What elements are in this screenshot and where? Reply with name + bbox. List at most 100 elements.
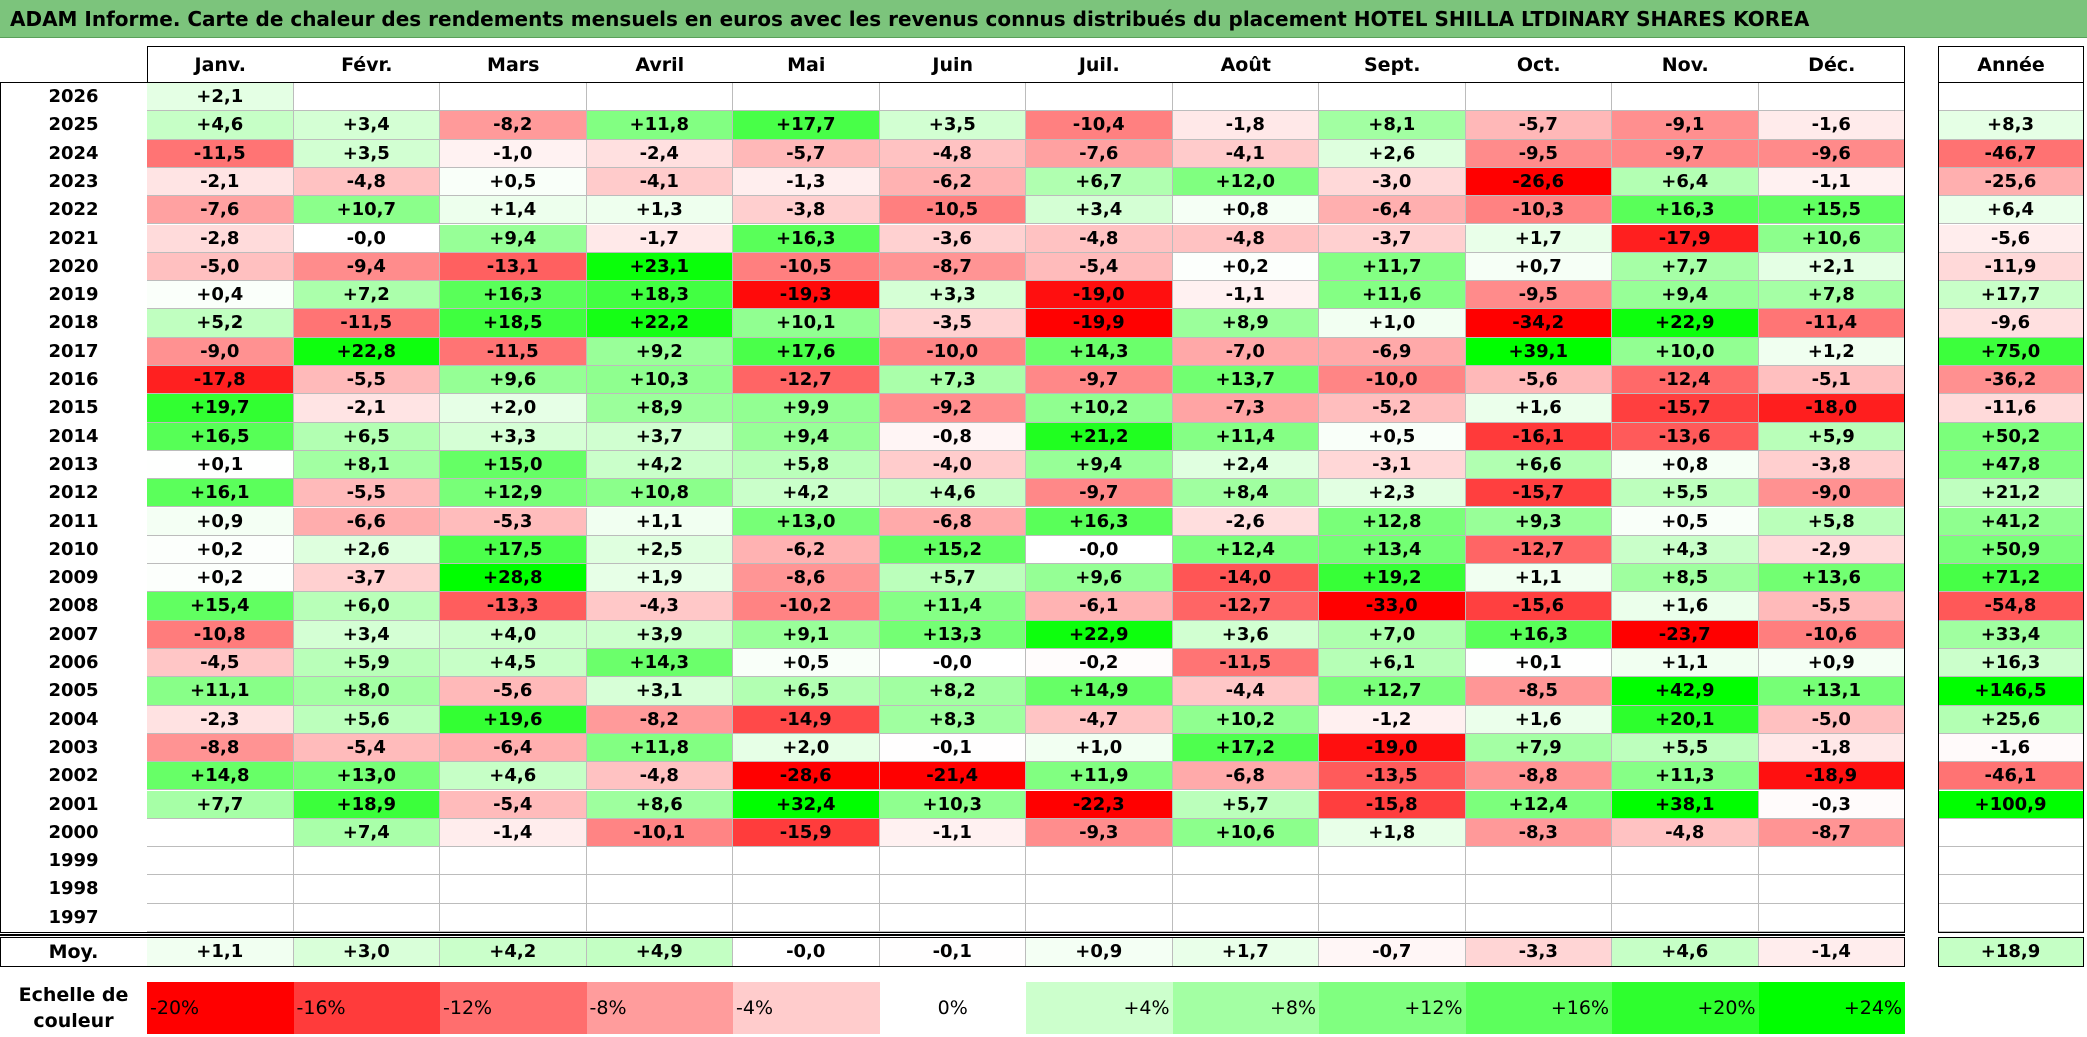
heatmap-cell: +6,7 (1026, 167, 1173, 197)
average-cell: -0,7 (1319, 937, 1466, 967)
annual-cell: -46,1 (1938, 762, 2084, 791)
heatmap-cell: +2,3 (1319, 479, 1466, 508)
heatmap-cell: +6,0 (293, 592, 440, 621)
month-header: Mai (733, 48, 880, 82)
year-label: 2018 (0, 309, 147, 338)
heatmap-cell: +11,3 (1612, 762, 1759, 791)
color-scale-swatch: +8% (1172, 982, 1319, 1034)
month-header: Nov. (1612, 48, 1759, 82)
heatmap-cell: +38,1 (1612, 790, 1759, 819)
heatmap-cell: -8,2 (586, 705, 733, 734)
heatmap-cell: +0,2 (147, 535, 294, 565)
heatmap-cell: -1,8 (1758, 733, 1905, 763)
heatmap-cell (733, 847, 880, 876)
average-cell: +1,7 (1172, 937, 1319, 967)
heatmap-cell (1612, 903, 1759, 932)
color-scale-swatch: +24% (1758, 982, 1905, 1034)
heatmap-cell: +3,4 (1026, 196, 1173, 225)
heatmap-cell: +1,1 (586, 507, 733, 536)
heatmap-cell (1026, 83, 1173, 112)
heatmap-cell: +12,0 (1172, 167, 1319, 197)
heatmap-cell (1172, 875, 1319, 904)
heatmap-cell: +3,4 (293, 620, 440, 649)
heatmap-cell: -10,0 (879, 337, 1026, 366)
color-scale-swatch: 0% (879, 982, 1026, 1034)
average-cell: -3,3 (1465, 937, 1612, 967)
heatmap-cell: +8,1 (293, 450, 440, 480)
heatmap-cell: +8,9 (586, 394, 733, 423)
month-header: Sept. (1319, 48, 1466, 82)
heatmap-cell: -19,3 (733, 281, 880, 310)
heatmap-cell: +9,4 (440, 224, 587, 253)
heatmap-cell: +10,8 (586, 479, 733, 508)
heatmap-cell: -9,4 (293, 252, 440, 282)
heatmap-cell: -2,4 (586, 139, 733, 168)
heatmap-cell: -10,4 (1026, 111, 1173, 140)
heatmap-cell: +19,2 (1319, 564, 1466, 593)
annual-cell: +75,0 (1938, 337, 2084, 366)
heatmap-cell: +3,3 (440, 422, 587, 451)
heatmap-cell: +0,7 (1465, 252, 1612, 282)
heatmap-cell: +8,1 (1319, 111, 1466, 140)
heatmap-cell (1465, 875, 1612, 904)
heatmap-cell: +8,3 (879, 705, 1026, 734)
heatmap-cell: -8,5 (1465, 677, 1612, 706)
heatmap-cell: -5,4 (293, 733, 440, 763)
heatmap-cell: -8,8 (147, 733, 294, 763)
year-label: 2010 (0, 535, 147, 565)
year-label: 2020 (0, 252, 147, 282)
heatmap-cell: +2,0 (440, 394, 587, 423)
heatmap-cell: -0,8 (879, 422, 1026, 451)
heatmap-cell: +14,3 (586, 649, 733, 678)
heatmap-cell: -33,0 (1319, 592, 1466, 621)
heatmap-cell: +16,5 (147, 422, 294, 451)
heatmap-cell: +4,2 (586, 450, 733, 480)
heatmap-cell: +3,9 (586, 620, 733, 649)
heatmap-cell: +3,4 (293, 111, 440, 140)
heatmap-cell: -2,1 (147, 167, 294, 197)
heatmap-cell: +16,3 (1465, 620, 1612, 649)
heatmap-cell: -3,7 (1319, 224, 1466, 253)
heatmap-cell: +0,5 (733, 649, 880, 678)
average-top-line (0, 934, 1905, 936)
heatmap-cell: -5,3 (440, 507, 587, 536)
heatmap-cell: -18,0 (1758, 394, 1905, 423)
heatmap-cell: -4,8 (1172, 224, 1319, 253)
heatmap-cell: +2,5 (586, 535, 733, 565)
heatmap-cell: -5,7 (733, 139, 880, 168)
heatmap-cell (440, 875, 587, 904)
heatmap-cell: +13,3 (879, 620, 1026, 649)
annual-cell (1938, 83, 2084, 112)
heatmap-cell: +7,2 (293, 281, 440, 310)
heatmap-cell: +11,4 (879, 592, 1026, 621)
heatmap-cell (1465, 847, 1612, 876)
heatmap-cell: +1,6 (1465, 394, 1612, 423)
heatmap-cell: +4,6 (147, 111, 294, 140)
heatmap-cell: +11,8 (586, 733, 733, 763)
heatmap-cell: +17,7 (733, 111, 880, 140)
heatmap-cell (1758, 83, 1905, 112)
heatmap-cell: -5,6 (1465, 366, 1612, 395)
heatmap-cell: +1,6 (1612, 592, 1759, 621)
heatmap-cell: +8,6 (586, 790, 733, 819)
average-cell: +4,6 (1612, 937, 1759, 967)
heatmap-cell: +6,6 (1465, 450, 1612, 480)
heatmap-cell: +19,7 (147, 394, 294, 423)
heatmap-cell (1465, 903, 1612, 932)
heatmap-cell: -4,5 (147, 649, 294, 678)
heatmap-cell: -5,7 (1465, 111, 1612, 140)
heatmap-cell: -14,0 (1172, 564, 1319, 593)
average-cell: +0,9 (1026, 937, 1173, 967)
heatmap-cell: +8,9 (1172, 309, 1319, 338)
heatmap-cell: -9,5 (1465, 281, 1612, 310)
annual-cell: -11,6 (1938, 394, 2084, 423)
heatmap-cell: -10,0 (1319, 366, 1466, 395)
heatmap-cell: -9,7 (1612, 139, 1759, 168)
heatmap-cell: +9,3 (1465, 507, 1612, 536)
heatmap-cell: -10,3 (1465, 196, 1612, 225)
heatmap-cell: -1,1 (1172, 281, 1319, 310)
heatmap-cell: -4,8 (293, 167, 440, 197)
heatmap-cell: +22,8 (293, 337, 440, 366)
heatmap-cell: -1,2 (1319, 705, 1466, 734)
heatmap-cell: +15,4 (147, 592, 294, 621)
